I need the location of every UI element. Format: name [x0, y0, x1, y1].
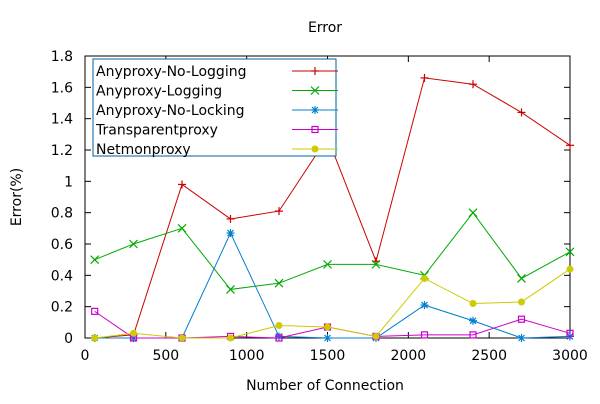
data-point	[129, 239, 138, 249]
data-point	[421, 274, 428, 282]
data-point	[275, 321, 283, 329]
x-tick-label: 1500	[310, 348, 346, 364]
data-point	[566, 141, 574, 150]
legend-item-anyproxy-logging: Anyproxy-Logging	[96, 84, 338, 100]
legend-marker	[310, 86, 320, 95]
series-anyproxy-no-locking	[90, 229, 574, 342]
series-line-netmonproxy	[94, 268, 571, 339]
legend-item-anyproxy-no-logging: Anyproxy-No-Logging	[96, 64, 338, 80]
data-point	[517, 334, 526, 342]
data-point	[372, 332, 380, 340]
x-tick-label: 2500	[471, 348, 507, 364]
data-point	[275, 334, 283, 342]
y-axis-label: Error(%)	[9, 168, 25, 226]
data-point	[469, 316, 477, 325]
legend-label: Anyproxy-No-Locking	[96, 103, 245, 119]
data-point	[566, 329, 574, 337]
data-point	[226, 214, 235, 223]
y-tick-label: 0.4	[51, 268, 73, 284]
chart-title: Error	[308, 20, 342, 36]
y-tick-label: 1.6	[51, 80, 73, 96]
y-axis: 0 0.2 0.4 0.6 0.8 1 1.2 1.4 1.6 1.8	[51, 49, 570, 347]
data-point	[178, 334, 186, 342]
legend-item-transparentproxy: Transparentproxy	[95, 123, 338, 139]
data-point	[227, 334, 234, 342]
data-point	[323, 334, 332, 342]
data-point	[517, 315, 526, 323]
data-point	[91, 307, 99, 315]
data-point	[226, 285, 235, 294]
data-point	[274, 278, 284, 288]
data-point	[420, 301, 429, 310]
data-point	[469, 300, 477, 308]
y-tick-label: 0.2	[51, 300, 73, 316]
legend-marker	[311, 67, 319, 75]
legend-label: Anyproxy-Logging	[96, 84, 222, 100]
y-tick-label: 0.8	[51, 206, 73, 222]
data-point	[517, 274, 526, 283]
y-tick-label: 1.2	[51, 143, 73, 159]
legend-box	[92, 58, 337, 157]
data-point	[517, 108, 526, 117]
y-tick-label: 1.4	[51, 112, 73, 128]
legend-label: Transparentproxy	[95, 123, 218, 139]
legend-label: Anyproxy-No-Logging	[96, 64, 246, 80]
y-tick-label: 1.8	[51, 49, 73, 65]
legend-item-anyproxy-no-locking: Anyproxy-No-Locking	[96, 103, 338, 119]
x-tick-label: 0	[81, 348, 90, 364]
data-point	[566, 265, 574, 273]
data-point	[565, 247, 575, 257]
data-point	[518, 298, 525, 306]
legend-marker	[311, 106, 319, 114]
legend-marker	[311, 145, 319, 153]
y-tick-label: 0.6	[51, 237, 73, 253]
data-point	[469, 331, 477, 339]
data-point	[90, 255, 100, 265]
x-tick-label: 2000	[391, 348, 427, 364]
data-point	[226, 229, 235, 238]
data-point	[91, 334, 99, 342]
x-tick-label: 3000	[552, 348, 588, 364]
legend-marker	[311, 125, 319, 134]
data-point	[177, 223, 187, 233]
data-point	[324, 323, 331, 331]
data-point	[371, 259, 381, 269]
data-point	[178, 180, 186, 189]
x-tick-label: 500	[152, 348, 179, 364]
data-point	[275, 207, 283, 216]
data-point	[420, 331, 429, 339]
x-tick-label: 1000	[229, 348, 265, 364]
x-axis-label: Number of Connection	[246, 378, 404, 394]
legend-item-netmonproxy: Netmonproxy	[96, 142, 338, 158]
data-point	[468, 208, 478, 218]
series-netmonproxy	[91, 265, 574, 342]
data-point	[469, 80, 477, 89]
series-anyproxy-logging	[90, 208, 575, 294]
series-line-anyproxy-no-locking	[94, 231, 571, 339]
data-point	[420, 73, 429, 82]
legend: Anyproxy-No-Logging Anyproxy-Logging Anypr…	[92, 58, 338, 158]
series-line-anyproxy-logging	[94, 211, 571, 290]
y-tick-label: 0	[64, 331, 73, 347]
y-tick-label: 1	[64, 174, 73, 190]
legend-label: Netmonproxy	[96, 142, 191, 158]
data-point	[323, 259, 332, 269]
data-point	[130, 329, 137, 337]
